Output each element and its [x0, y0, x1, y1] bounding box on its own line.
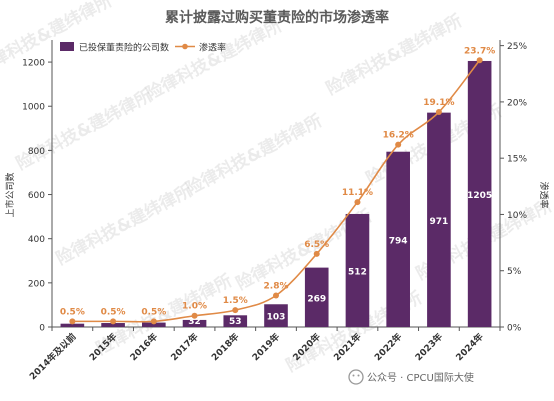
watermark-text: 险律科技&建纬律所 [12, 85, 155, 174]
y2-tick-label: 0% [507, 324, 522, 334]
line-point [476, 57, 483, 64]
bar [142, 322, 166, 327]
legend-bar-label: 已投保董责险的公司数 [79, 42, 169, 54]
line-point [273, 292, 279, 299]
line-series: 0.5% 0.5% 0.5% 1.0% 1.5% 2.8% 6.5% 11.1% 16.2% 19… [60, 46, 495, 325]
footer: 公众号 · CPCU国际大使 [348, 369, 474, 385]
line-value-label: 0.5% [60, 307, 85, 317]
bar-series: 32 53 103 269 512 794 971 1205 [60, 60, 492, 327]
y-tick-label: 800 [28, 147, 45, 157]
penetration-line [72, 59, 481, 323]
bar-value-label: 1205 [467, 191, 492, 201]
line-value-label: 6.5% [304, 240, 329, 250]
y2-tick-label: 20% [507, 98, 527, 108]
y2-tick-label: 15% [507, 155, 527, 165]
line-value-label: 2.8% [264, 281, 289, 291]
x-tick-label: 2023年 [412, 331, 445, 364]
line-value-label: 19.1% [423, 98, 454, 108]
watermark-text: 险律科技&建纬律所 [0, 0, 116, 79]
y2-axis-label: 渗透率 [538, 181, 550, 208]
bar [467, 60, 492, 327]
bar [386, 151, 410, 327]
bar [264, 304, 288, 327]
bar-value-label: 512 [348, 267, 367, 277]
bar [345, 213, 370, 327]
line-value-label: 1.0% [182, 302, 207, 312]
legend-line-marker [182, 43, 188, 50]
bar-value-label: 794 [389, 236, 408, 246]
bar [304, 267, 329, 327]
watermark-text: 险律科技&建纬律所 [142, 15, 285, 104]
line-value-label: 11.1% [342, 188, 373, 198]
legend-bar-swatch [60, 42, 74, 51]
line-point [313, 250, 320, 257]
x-tick-label: 2017年 [168, 331, 201, 364]
chart-title: 累计披露过购买董责险的市场渗透率 [165, 9, 389, 26]
bar [101, 323, 125, 327]
legend-line-label: 渗透率 [199, 42, 226, 54]
line-point [191, 312, 198, 319]
watermark-text: 险律科技&建纬律所 [182, 110, 325, 199]
line-value-label: 1.5% [223, 296, 248, 306]
line-value-label: 16.2% [383, 131, 414, 141]
line-value-label: 0.5% [141, 307, 166, 317]
y2-tick-label: 25% [507, 42, 527, 52]
y-tick-label: 0 [39, 324, 45, 334]
x-tick-label: 2014年及以前 [27, 331, 79, 383]
y-tick-label: 1000 [22, 103, 45, 113]
line-point [435, 109, 442, 116]
bar-value-label: 53 [229, 317, 242, 327]
x-tick-label: 2022年 [372, 331, 405, 364]
wechat-icon [348, 369, 364, 385]
bar-value-label: 971 [430, 217, 449, 227]
x-tick-label: 2019年 [250, 331, 283, 364]
bar-value-label: 269 [307, 294, 326, 304]
y2-tick-label: 10% [507, 211, 527, 221]
bar-value-label: 103 [267, 313, 286, 323]
watermark-text: 险律科技&建纬律所 [52, 180, 195, 269]
y-tick-label: 200 [28, 279, 45, 289]
line-point [232, 307, 239, 314]
line-point [354, 199, 361, 206]
bar-value-label: 32 [188, 317, 201, 327]
line-point [110, 318, 117, 325]
y-axis-label: 上市公司数 [4, 172, 16, 217]
legend: 已投保董责险的公司数 渗透率 [60, 42, 226, 54]
footer-text: 公众号 · CPCU国际大使 [367, 371, 474, 384]
y-tick-label: 600 [28, 191, 45, 201]
bar [223, 315, 248, 327]
line-value-label: 23.7% [464, 46, 495, 56]
y2-tick-label: 5% [507, 267, 522, 277]
line-point [395, 141, 402, 148]
y-tick-label: 400 [28, 235, 45, 245]
x-tick-label: 2018年 [209, 331, 242, 364]
bar [182, 319, 207, 327]
line-value-label: 0.5% [101, 307, 126, 317]
y-tick-label: 1200 [22, 59, 45, 69]
line-point [69, 318, 76, 325]
line-point [150, 318, 157, 325]
bar [427, 112, 451, 327]
bar [60, 323, 85, 327]
x-tick-label: 2024年 [453, 331, 486, 364]
